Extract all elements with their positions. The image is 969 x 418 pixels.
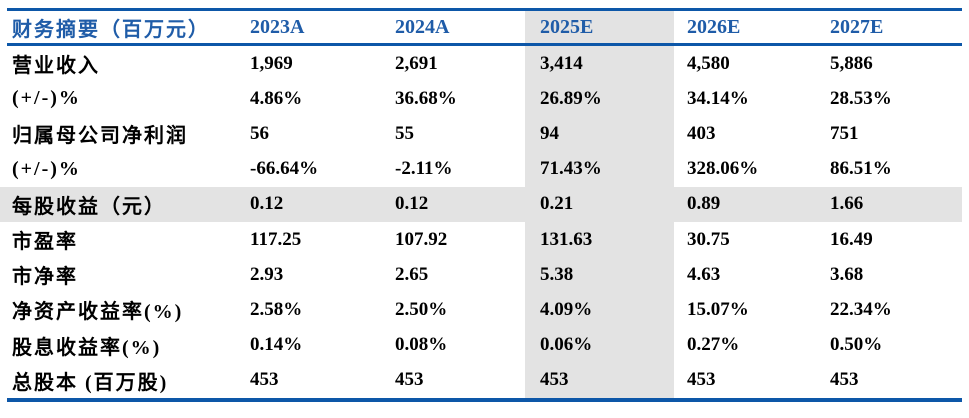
cell-2027e: 3.68	[830, 263, 864, 285]
cell-2025e: 26.89%	[540, 87, 602, 109]
cell-2025e: 0.06%	[540, 334, 593, 356]
row-label: 市净率	[12, 266, 78, 289]
cell-2027e: 751	[830, 122, 859, 144]
cell-2026e: 30.75	[687, 228, 730, 250]
cell-2025e: 0.21	[540, 193, 574, 215]
table-row: 市盈率 117.25 107.92 131.63 30.75 16.49	[0, 222, 962, 257]
column-header-2027e: 2027E	[830, 15, 884, 38]
cell-2024a: 107.92	[395, 228, 448, 250]
cell-2027e: 0.50%	[830, 334, 883, 356]
cell-2024a: 36.68%	[395, 87, 457, 109]
cell-2024a: 2.50%	[395, 298, 448, 320]
table-row: (+/-)% 4.86% 36.68% 26.89% 34.14% 28.53%	[0, 81, 962, 116]
table-top-rule	[7, 8, 962, 11]
row-label: 股息收益率(%)	[12, 336, 162, 359]
cell-2023a: 0.12	[250, 193, 284, 215]
cell-2025e: 5.38	[540, 263, 574, 285]
cell-2026e: 34.14%	[687, 87, 749, 109]
cell-2026e: 453	[687, 369, 716, 391]
cell-2027e: 1.66	[830, 193, 864, 215]
cell-2026e: 403	[687, 122, 716, 144]
cell-2025e: 94	[540, 122, 559, 144]
cell-2023a: 4.86%	[250, 87, 303, 109]
cell-2024a: 0.08%	[395, 334, 448, 356]
cell-2025e: 453	[540, 369, 569, 391]
cell-2027e: 5,886	[830, 52, 873, 74]
cell-2026e: 0.89	[687, 193, 721, 215]
cell-2025e: 131.63	[540, 228, 593, 250]
table-header-row: 财务摘要（百万元） 2023A 2024A 2025E 2026E 2027E	[0, 11, 962, 43]
column-header-2025e: 2025E	[540, 15, 594, 38]
cell-2025e: 71.43%	[540, 158, 602, 180]
cell-2026e: 4,580	[687, 52, 730, 74]
table-title: 财务摘要（百万元）	[12, 18, 210, 41]
column-header-2026e: 2026E	[687, 15, 741, 38]
cell-2027e: 86.51%	[830, 158, 892, 180]
cell-2023a: 2.93	[250, 263, 284, 285]
cell-2026e: 0.27%	[687, 334, 740, 356]
cell-2025e: 3,414	[540, 52, 583, 74]
table-body: 营业收入 1,969 2,691 3,414 4,580 5,886 (+/-)…	[0, 46, 962, 398]
row-label: 市盈率	[12, 231, 78, 254]
cell-2023a: 56	[250, 122, 269, 144]
row-label: (+/-)%	[12, 157, 81, 180]
table-row: 股息收益率(%) 0.14% 0.08% 0.06% 0.27% 0.50%	[0, 328, 962, 363]
row-label: 归属母公司净利润	[12, 125, 188, 148]
cell-2024a: -2.11%	[395, 158, 453, 180]
cell-2023a: -66.64%	[250, 158, 319, 180]
cell-2024a: 2.65	[395, 263, 429, 285]
table-row: 每股收益（元） 0.12 0.12 0.21 0.89 1.66	[0, 186, 962, 222]
cell-2027e: 453	[830, 369, 859, 391]
cell-2023a: 0.14%	[250, 334, 303, 356]
table-row: 净资产收益率(%) 2.58% 2.50% 4.09% 15.07% 22.34…	[0, 292, 962, 327]
cell-2023a: 117.25	[250, 228, 302, 250]
cell-2026e: 4.63	[687, 263, 721, 285]
table-row: 归属母公司净利润 56 55 94 403 751	[0, 116, 962, 151]
row-label: (+/-)%	[12, 87, 81, 110]
cell-2024a: 2,691	[395, 52, 438, 74]
cell-2024a: 0.12	[395, 193, 429, 215]
cell-2027e: 16.49	[830, 228, 873, 250]
cell-2023a: 2.58%	[250, 298, 303, 320]
row-label: 每股收益（元）	[12, 195, 166, 218]
table-header-rule	[7, 43, 962, 46]
column-header-2023a: 2023A	[250, 15, 305, 38]
cell-2026e: 15.07%	[687, 298, 749, 320]
cell-2024a: 55	[395, 122, 414, 144]
cell-2023a: 1,969	[250, 52, 293, 74]
cell-2024a: 453	[395, 369, 424, 391]
cell-2027e: 28.53%	[830, 87, 892, 109]
cell-2026e: 328.06%	[687, 158, 759, 180]
cell-2025e: 4.09%	[540, 298, 593, 320]
row-label: 净资产收益率(%)	[12, 301, 184, 324]
cell-2027e: 22.34%	[830, 298, 892, 320]
table-row: (+/-)% -66.64% -2.11% 71.43% 328.06% 86.…	[0, 152, 962, 187]
table-bottom-rule	[7, 398, 962, 402]
table-row: 营业收入 1,969 2,691 3,414 4,580 5,886	[0, 46, 962, 81]
row-label: 营业收入	[12, 55, 100, 78]
cell-2023a: 453	[250, 369, 279, 391]
column-header-2024a: 2024A	[395, 15, 450, 38]
table-row: 总股本 (百万股) 453 453 453 453 453	[0, 363, 962, 398]
row-label: 总股本 (百万股)	[12, 371, 169, 394]
table-row: 市净率 2.93 2.65 5.38 4.63 3.68	[0, 257, 962, 292]
